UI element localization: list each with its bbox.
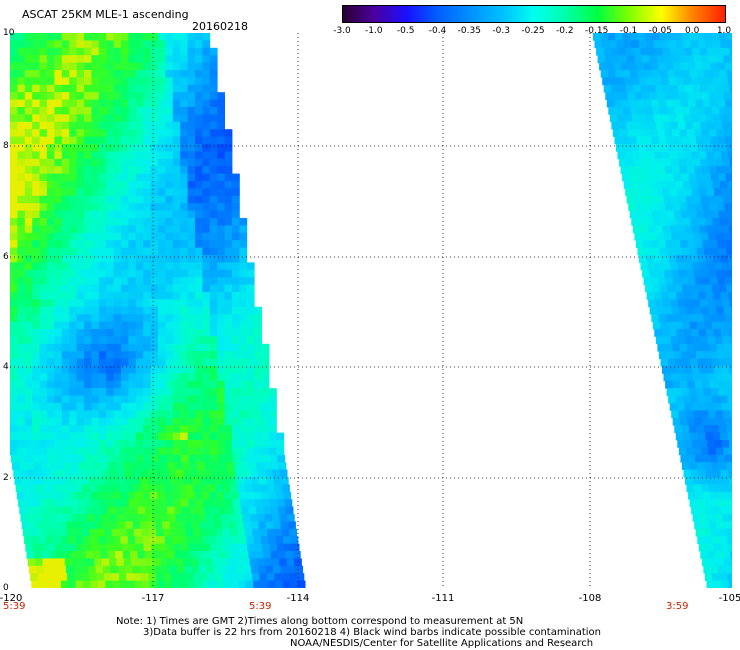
colorbar (342, 5, 726, 23)
grid-lines (10, 33, 732, 588)
x-tick-120: -120 (0, 593, 23, 604)
y-tick-0: 0 (3, 583, 9, 593)
note-line-1: Note: 1) Times are GMT 2)Times along bot… (116, 616, 524, 627)
swath-right (593, 33, 732, 588)
x-tick-108: -108 (578, 593, 602, 604)
colorbar-tick-12: 1.0 (716, 26, 732, 36)
colorbar-tick-0: -3.0 (333, 26, 351, 36)
colorbar-tick-9: -0.1 (619, 26, 638, 36)
x-tick-114: -114 (286, 593, 310, 604)
y-tick-2: 2 (3, 473, 9, 483)
colorbar-tick-4: -0.35 (457, 26, 481, 36)
x-tick-105: -105 (718, 593, 740, 604)
map-date: 20160218 (192, 20, 248, 33)
colorbar-tick-1: -1.0 (365, 26, 383, 36)
y-tick-6: 6 (3, 252, 9, 262)
map-title: ASCAT 25KM MLE-1 ascending (22, 8, 189, 21)
colorbar-tick-7: -0.2 (556, 26, 574, 36)
colorbar-tick-5: -0.3 (492, 26, 510, 36)
map-plot (10, 33, 732, 588)
swath-time-3: 3:59 (666, 601, 689, 612)
colorbar-tick-6: -0.25 (521, 26, 545, 36)
swath-time-2: 5:39 (249, 601, 272, 612)
note-line-2: 3)Data buffer is 22 hrs from 20160218 4)… (143, 627, 601, 638)
x-tick-111: -111 (431, 593, 455, 604)
y-tick-8: 8 (3, 141, 9, 151)
colorbar-tick-11: 0.0 (684, 26, 700, 36)
x-tick-117: -117 (141, 593, 165, 604)
y-tick-4: 4 (3, 362, 9, 372)
swath-left (10, 33, 306, 588)
y-tick-10: 10 (3, 28, 15, 38)
swath-time-1: 5:39 (3, 601, 26, 612)
colorbar-tick-3: -0.4 (428, 26, 447, 36)
colorbar-tick-2: -0.5 (396, 26, 415, 36)
colorbar-tick-10: -0.05 (648, 26, 672, 36)
colorbar-tick-8: -0.15 (585, 26, 609, 36)
note-line-3: NOAA/NESDIS/Center for Satellite Applica… (290, 638, 594, 649)
colorbar-gradient (343, 6, 725, 22)
